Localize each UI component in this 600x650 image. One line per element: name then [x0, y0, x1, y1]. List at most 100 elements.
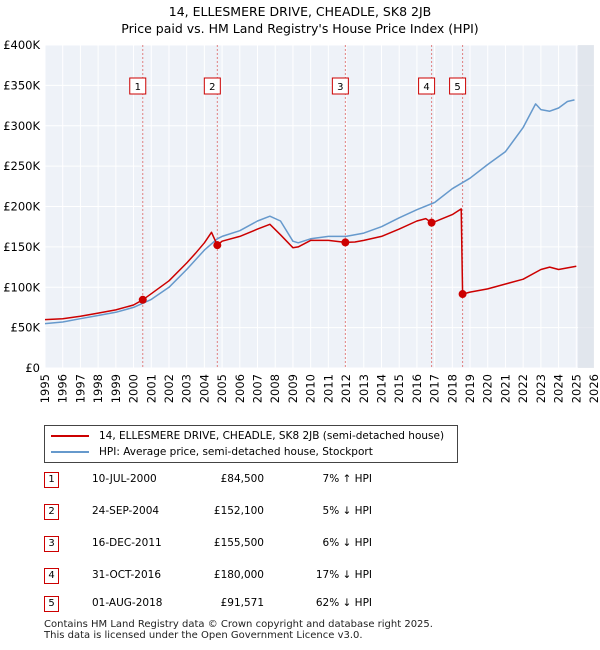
x-tick-label: 2007 [251, 374, 265, 403]
sale-date: 24-SEP-2004 [92, 505, 160, 517]
sale-price: £180,000 [213, 569, 264, 581]
x-tick-label: 2013 [357, 374, 371, 403]
x-axis-ticks: 1995 1996 1997 1998 1999 2000 2001 2002 2003 2004… [38, 374, 600, 403]
sale-point [458, 290, 467, 299]
table-row: 4 31-OCT-2016 £180,000 17% ↓ HPI [44, 568, 564, 584]
sale-marker-box [203, 77, 221, 95]
sale-points [138, 218, 467, 304]
x-tick-label: 2008 [268, 374, 282, 403]
x-tick-label: 2009 [286, 374, 300, 403]
sale-date: 16-DEC-2011 [92, 537, 162, 549]
y-tick-label: £400K [3, 38, 40, 52]
x-tick-label: 1998 [91, 374, 105, 403]
sale-price: £152,100 [213, 505, 264, 517]
sale-point [427, 218, 436, 227]
y-tick-label: £300K [3, 119, 40, 133]
sale-hpi-diff: 5% ↓ HPI [322, 505, 372, 517]
sale-number-badge: 5 [44, 596, 59, 612]
y-tick-label: £350K [3, 78, 40, 92]
sale-number-badge: 2 [44, 504, 59, 520]
sale-marker-box [449, 77, 467, 95]
sale-price: £91,571 [220, 597, 264, 609]
property-price-line [44, 208, 577, 321]
x-tick-label: 2011 [321, 374, 335, 403]
sale-number-badge: 1 [44, 472, 59, 488]
sale-date: 31-OCT-2016 [92, 569, 161, 581]
sale-point [213, 241, 222, 250]
y-tick-label: £200K [3, 200, 40, 214]
chart-title: 14, ELLESMERE DRIVE, CHEADLE, SK8 2JB [168, 4, 432, 19]
x-tick-label: 2023 [534, 374, 548, 403]
sale-marker-label: 1 [135, 82, 141, 93]
sale-point [138, 295, 147, 304]
sale-marker-label: 4 [423, 82, 429, 93]
x-tick-label: 2002 [162, 374, 176, 403]
future-shade [578, 45, 594, 368]
x-tick-label: 1999 [109, 374, 123, 403]
sale-point [341, 238, 350, 247]
sale-marker-label: 5 [454, 82, 460, 93]
x-tick-label: 2005 [215, 374, 229, 403]
series-lines [44, 99, 577, 325]
sale-vertical-lines [142, 45, 464, 368]
x-tick-label: 2021 [498, 374, 512, 403]
legend-label-hpi: HPI: Average price, semi-detached house,… [99, 446, 373, 458]
x-tick-label: 2022 [516, 374, 530, 403]
x-tick-label: 2019 [463, 374, 477, 403]
sale-number-badge: 3 [44, 536, 59, 552]
table-row: 5 01-AUG-2018 £91,571 62% ↓ HPI [44, 596, 564, 612]
x-tick-label: 2010 [304, 374, 318, 403]
legend-swatch-hpi [51, 451, 89, 453]
x-tick-label: 2020 [481, 374, 495, 403]
price-chart: 1 2 3 4 5 £0 £50K £100K £150K £200K £250K £300K £35… [3, 38, 600, 403]
x-tick-label: 2000 [127, 374, 141, 403]
legend-label-property: 14, ELLESMERE DRIVE, CHEADLE, SK8 2JB (s… [99, 430, 445, 442]
x-tick-label: 2026 [587, 374, 600, 403]
x-tick-label: 2014 [374, 374, 388, 403]
footer: Contains HM Land Registry data © Crown c… [44, 619, 433, 641]
sale-date: 01-AUG-2018 [92, 597, 163, 609]
sale-marker-label: 2 [209, 82, 215, 93]
sale-hpi-diff: 62% ↓ HPI [315, 597, 372, 609]
sale-marker-box [129, 77, 147, 95]
footer-license: This data is licensed under the Open Gov… [44, 630, 363, 641]
hpi-line [44, 99, 575, 325]
x-tick-label: 1995 [38, 374, 52, 403]
sale-hpi-diff: 17% ↓ HPI [315, 569, 372, 581]
y-tick-label: £100K [3, 280, 40, 294]
x-tick-label: 2012 [339, 374, 353, 403]
legend-item-property: 14, ELLESMERE DRIVE, CHEADLE, SK8 2JB (s… [51, 428, 444, 444]
x-tick-label: 2024 [552, 374, 566, 403]
sale-markers: 1 2 3 4 5 [129, 77, 467, 95]
x-tick-label: 2006 [233, 374, 247, 403]
x-tick-label: 1996 [56, 374, 70, 403]
y-axis-ticks: £0 £50K £100K £150K £200K £250K £300K £350K £400… [3, 38, 40, 375]
sale-hpi-diff: 7% ↑ HPI [322, 473, 372, 485]
y-tick-label: £150K [3, 240, 40, 254]
legend: 14, ELLESMERE DRIVE, CHEADLE, SK8 2JB (s… [44, 425, 458, 463]
x-tick-label: 2004 [197, 374, 211, 403]
legend-item-hpi: HPI: Average price, semi-detached house,… [51, 444, 373, 460]
table-row: 3 16-DEC-2011 £155,500 6% ↓ HPI [44, 536, 564, 552]
sale-price: £84,500 [220, 473, 264, 485]
y-tick-label: £250K [3, 159, 40, 173]
sale-price: £155,500 [213, 537, 264, 549]
sale-number-badge: 4 [44, 568, 59, 584]
x-tick-label: 2001 [144, 374, 158, 403]
chart-subtitle: Price paid vs. HM Land Registry's House … [121, 21, 479, 36]
x-tick-label: 2018 [445, 374, 459, 403]
sale-marker-label: 3 [337, 82, 343, 93]
sale-marker-box [418, 77, 436, 95]
table-row: 2 24-SEP-2004 £152,100 5% ↓ HPI [44, 504, 564, 520]
x-tick-label: 2017 [428, 374, 442, 403]
sale-hpi-diff: 6% ↓ HPI [322, 537, 372, 549]
x-tick-label: 2015 [392, 374, 406, 403]
x-tick-label: 2003 [180, 374, 194, 403]
sale-marker-box [331, 77, 349, 95]
x-tick-label: 2016 [410, 374, 424, 403]
x-tick-label: 1997 [73, 374, 87, 403]
legend-swatch-property [51, 435, 89, 437]
footer-copyright: Contains HM Land Registry data © Crown c… [44, 619, 433, 630]
table-row: 1 10-JUL-2000 £84,500 7% ↑ HPI [44, 472, 564, 488]
sale-date: 10-JUL-2000 [92, 473, 157, 485]
